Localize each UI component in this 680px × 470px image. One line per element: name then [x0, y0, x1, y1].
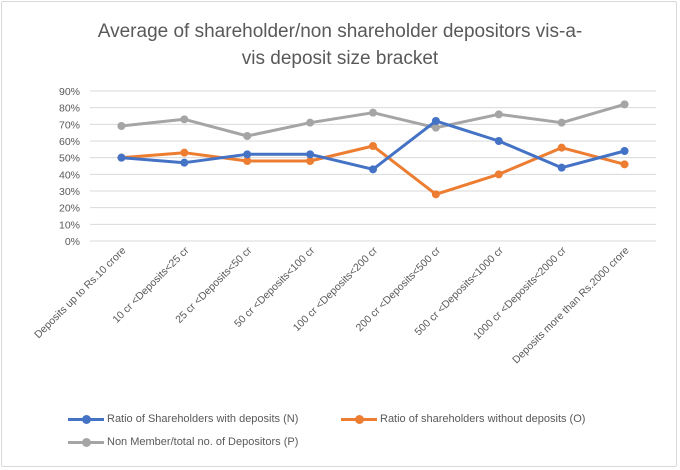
data-point: [306, 150, 315, 159]
data-point: [431, 123, 440, 132]
legend-line-marker-icon: [341, 411, 377, 427]
data-point: [180, 158, 189, 167]
legend-item: Ratio of Shareholders with deposits (N): [68, 411, 298, 427]
x-tick-label: Deposits up to Rs.10 crore: [32, 245, 128, 341]
legend-item: Ratio of shareholders without deposits (…: [341, 411, 585, 427]
data-point: [494, 137, 503, 145]
data-point: [306, 157, 315, 165]
data-point: [369, 165, 377, 174]
legend-label: Ratio of Shareholders with deposits (N): [107, 413, 299, 425]
y-tick-label: 50%: [59, 153, 80, 165]
legend-item: Non Member/total no. of Depositors (P): [68, 434, 298, 450]
y-tick-label: 40%: [59, 169, 80, 181]
data-point: [180, 115, 189, 124]
chart-title-line-1: Average of shareholder/non shareholder d…: [97, 21, 583, 42]
data-point: [431, 190, 440, 199]
data-point: [117, 153, 126, 162]
chart-title: Average of shareholder/non shareholder d…: [0, 18, 680, 72]
y-tick-label: 80%: [59, 103, 80, 115]
data-point: [243, 132, 252, 140]
data-point: [557, 118, 566, 127]
legend-label: Ratio of shareholders without deposits (…: [380, 413, 586, 425]
y-tick-label: 30%: [59, 186, 80, 198]
y-tick-label: 60%: [59, 136, 80, 148]
data-point: [557, 143, 566, 152]
legend-label: Non Member/total no. of Depositors (P): [107, 436, 299, 448]
y-tick-label: 90%: [59, 86, 80, 98]
data-point: [306, 118, 315, 127]
y-tick-label: 20%: [59, 203, 80, 215]
data-point: [243, 150, 252, 159]
data-point: [369, 142, 377, 150]
data-point: [180, 148, 189, 157]
data-point: [243, 157, 252, 165]
data-point: [557, 163, 566, 172]
x-tick-label: Deposits more than Rs.2000 crore: [510, 245, 632, 367]
legend-line-marker-icon: [68, 434, 104, 450]
y-tick-label: 10%: [59, 219, 80, 231]
chart-title-line-2: vis deposit size bracket: [241, 48, 439, 69]
data-point: [620, 100, 629, 109]
data-point: [494, 110, 503, 119]
y-tick-label: 0%: [65, 236, 80, 248]
legend-line-marker-icon: [68, 411, 104, 427]
data-point: [620, 147, 629, 155]
data-point: [117, 122, 126, 130]
data-point: [494, 170, 503, 179]
y-tick-label: 70%: [59, 119, 80, 131]
data-point: [431, 117, 440, 125]
data-point: [620, 160, 629, 169]
data-point: [369, 108, 377, 117]
